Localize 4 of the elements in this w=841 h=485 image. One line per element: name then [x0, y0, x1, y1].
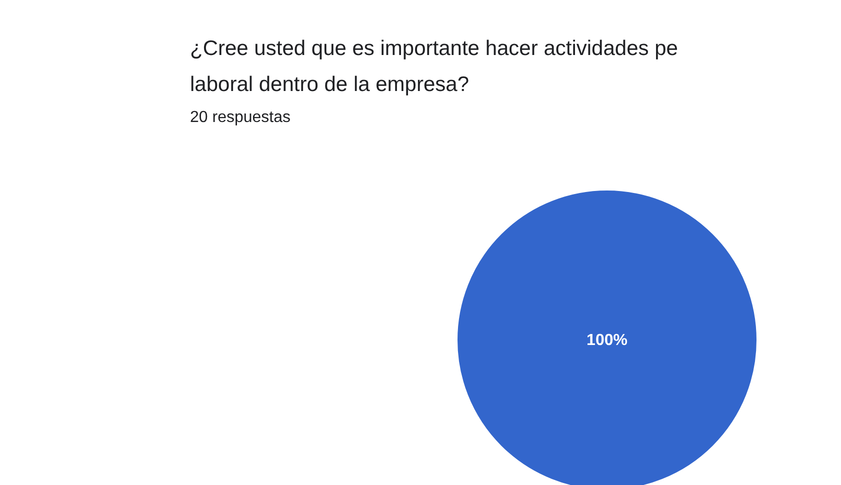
- text: laboral dentro de la empresa?: [190, 73, 470, 96]
- text: 20 respuestas: [190, 109, 291, 126]
- text: ¿Cree usted que es importante hacer actividades pe: [190, 37, 678, 60]
- data-label: 100%: [586, 332, 628, 349]
